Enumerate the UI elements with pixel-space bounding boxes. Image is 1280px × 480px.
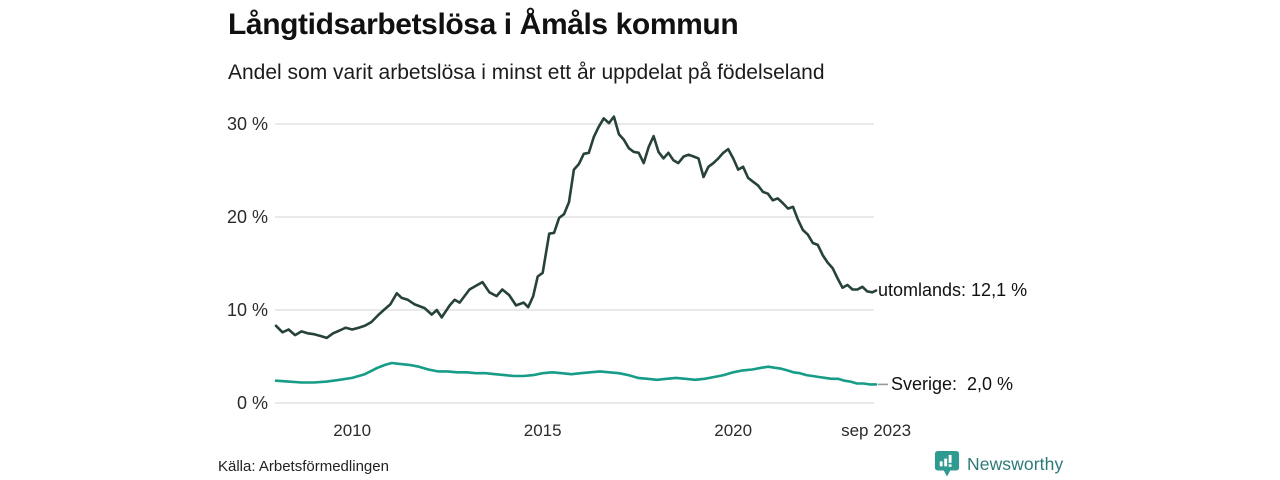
y-tick-label: 0 % [236,393,268,413]
series-end-label-Sverige: Sverige: 2,0 % [891,374,1014,395]
x-tick-label: 2010 [333,421,372,440]
y-tick-label: 30 % [226,114,268,134]
y-tick-label: 10 % [226,300,268,320]
x-tick-label: sep 2023 [841,421,912,440]
y-tick-label: 20 % [226,207,268,227]
brand-logo: Newsworthy [934,450,1063,478]
series-line-Sverige [274,361,878,386]
x-tick-label: 2020 [714,421,753,440]
newsworthy-pin-icon [934,451,960,477]
brand-name: Newsworthy [967,453,1064,474]
series-line-utomlands [274,115,878,340]
chart-title: Långtidsarbetslösa i Åmåls kommun [228,8,739,41]
x-tick-label: 2015 [523,421,562,440]
series-end-label-utomlands: utomlands: 12,1 % [878,280,1028,301]
chart-subtitle: Andel som varit arbetslösa i minst ett å… [228,61,825,84]
source-attribution: Källa: Arbetsförmedlingen [218,458,389,475]
